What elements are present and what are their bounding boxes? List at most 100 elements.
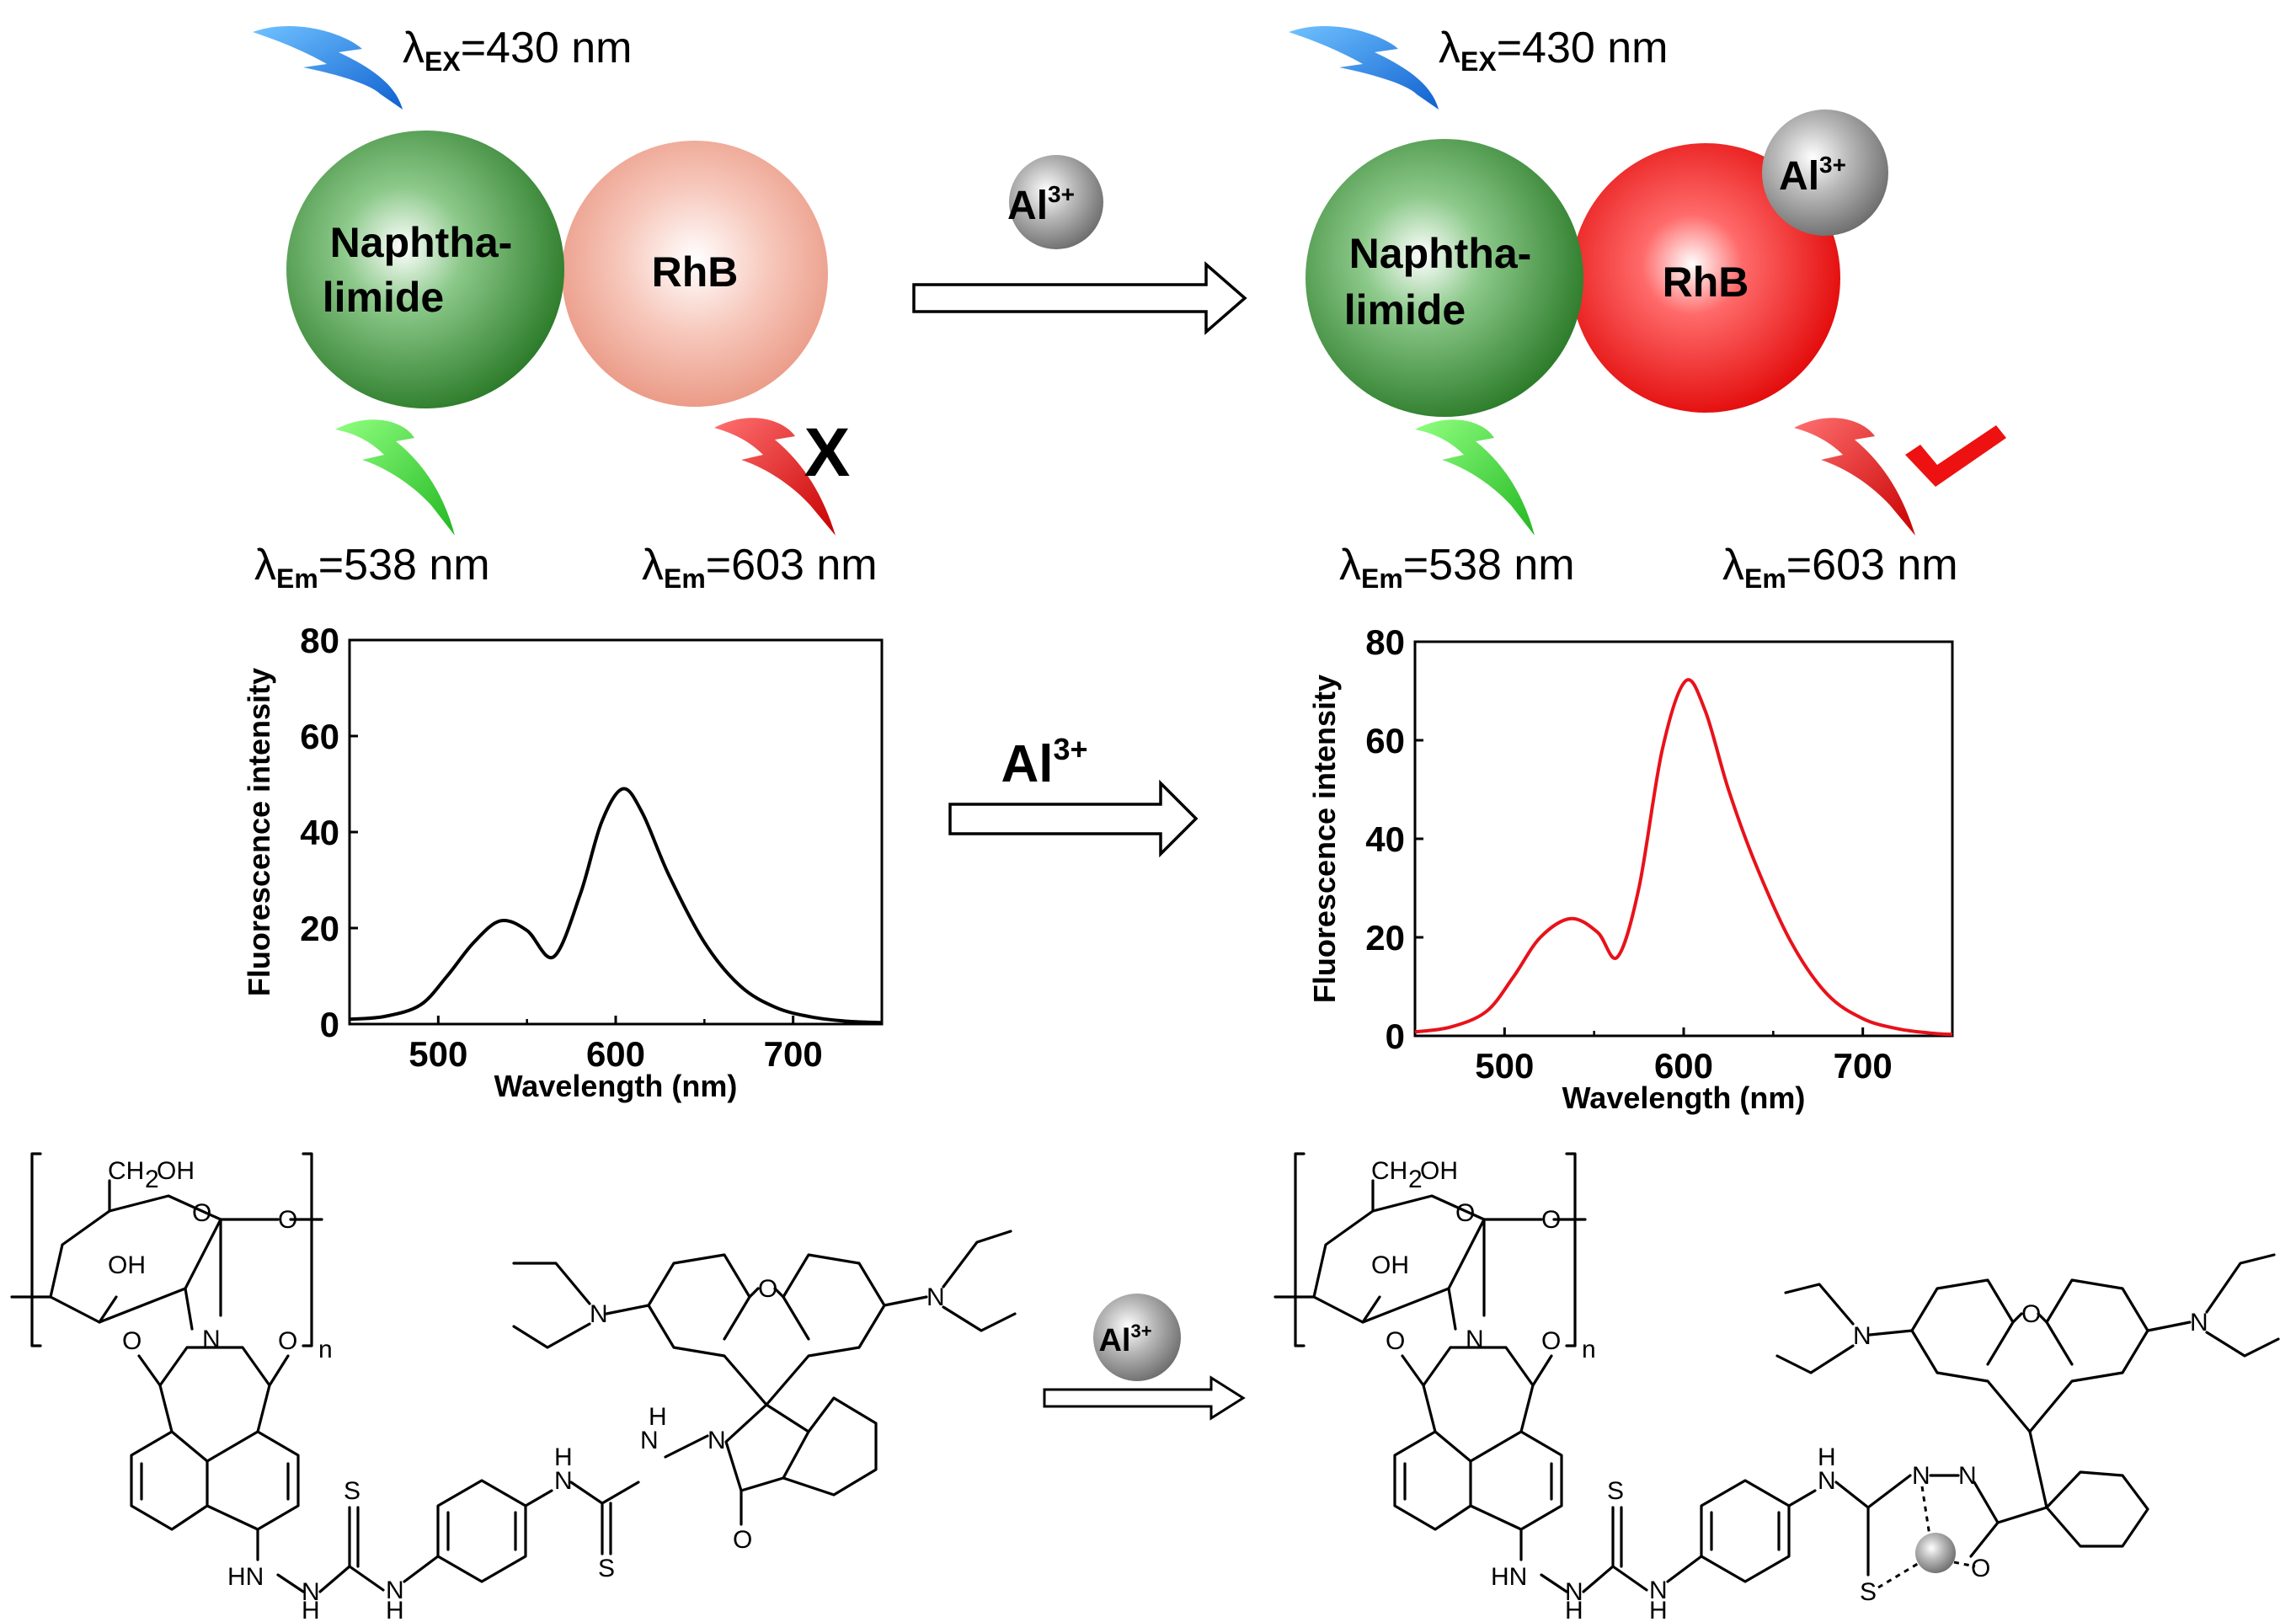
svg-text:O: O xyxy=(1541,1327,1561,1355)
svg-text:O: O xyxy=(122,1327,141,1355)
svg-text:N: N xyxy=(590,1300,608,1328)
excitation-label: λEX=430 nm xyxy=(403,24,633,77)
svg-text:N: N xyxy=(1912,1462,1930,1490)
svg-text:OH: OH xyxy=(157,1157,195,1185)
svg-text:H: H xyxy=(649,1403,667,1431)
excitation-lightning-icon xyxy=(253,25,403,109)
svg-text:O: O xyxy=(758,1275,777,1303)
spectrum-chart-before: 0 20 40 60 80 500 600 700 Wavelength (nm) Fluores… xyxy=(242,621,884,1103)
middle-reaction-arrow: Al3+ xyxy=(948,732,1199,858)
bound-al-ion-label: Al3+ xyxy=(1779,152,1846,199)
middle-hollow-arrow-icon xyxy=(948,779,1199,858)
green-emission-lightning-icon xyxy=(335,419,455,536)
green-emission-lightning-icon-right xyxy=(1415,419,1535,536)
red-emission-lightning-icon-right xyxy=(1794,418,1915,536)
svg-text:O: O xyxy=(278,1327,297,1355)
bottom-al-ion-label: Al3+ xyxy=(1098,1321,1151,1358)
svg-text:N: N xyxy=(1958,1462,1977,1490)
svg-text:H: H xyxy=(1565,1597,1583,1622)
y-tick-label: 40 xyxy=(1365,819,1405,859)
spectrum-line xyxy=(349,787,883,1025)
y-axis-label: Fluorescence intensity xyxy=(242,668,276,996)
svg-text:O: O xyxy=(1455,1199,1475,1227)
rhb-sphere xyxy=(562,141,828,407)
bottom-reaction-arrow: Al3+ xyxy=(1043,1294,1246,1421)
svg-text:S: S xyxy=(344,1477,360,1505)
svg-text:n: n xyxy=(1582,1336,1596,1363)
svg-text:H: H xyxy=(386,1597,404,1622)
y-axis-label: Fluorescence intensity xyxy=(1307,675,1342,1003)
svg-text:O: O xyxy=(1971,1555,1990,1582)
excitation-lightning-icon-right xyxy=(1289,25,1439,109)
svg-text:O: O xyxy=(278,1206,297,1234)
svg-text:N: N xyxy=(202,1326,221,1353)
middle-al-label: Al3+ xyxy=(1001,732,1087,793)
x-tick-label: 600 xyxy=(1654,1046,1713,1086)
right-molecule-structure: CH 2 OH O O OH N O O n HN N H S N H N H … xyxy=(1273,1152,2280,1622)
svg-text:HN: HN xyxy=(227,1563,264,1591)
al-ion-label: Al3+ xyxy=(1007,181,1075,228)
naphthalimide-label-line1: Naphtha- xyxy=(330,219,513,266)
svg-text:OH: OH xyxy=(108,1251,146,1279)
quenched-x-mark: X xyxy=(804,414,851,491)
svg-text:O: O xyxy=(1386,1327,1405,1355)
y-tick-label: 60 xyxy=(300,717,339,756)
top-left-state: λEX=430 nm Naphtha- limide RhB X λEm=538… xyxy=(253,24,878,594)
bound-al-ion-sphere xyxy=(1762,109,1888,236)
spectrum-chart-after: 0 20 40 60 80 500 600 700 Wavelength (nm) Fluores… xyxy=(1307,622,1954,1115)
naphthalimide-label-right-line1: Naphtha- xyxy=(1349,230,1532,277)
top-reaction-arrow: Al3+ xyxy=(912,155,1247,335)
naphthalimide-sphere-right xyxy=(1306,139,1583,417)
svg-text:2: 2 xyxy=(145,1166,159,1193)
svg-text:OH: OH xyxy=(1371,1251,1409,1279)
plot-frame xyxy=(1413,640,1954,1038)
hollow-arrow-icon xyxy=(912,261,1247,335)
svg-text:N: N xyxy=(926,1283,945,1311)
svg-text:N: N xyxy=(1818,1467,1836,1495)
svg-text:HN: HN xyxy=(1491,1563,1527,1591)
naphthalimide-label-line2: limide xyxy=(323,274,444,321)
svg-text:N: N xyxy=(554,1467,573,1495)
x-tick-label: 600 xyxy=(586,1034,645,1074)
svg-text:CH: CH xyxy=(108,1157,144,1185)
left-molecule-structure: CH 2 OH O O OH N O O n HN N H S N H N H … xyxy=(10,1152,1017,1622)
y-tick-label: 0 xyxy=(1386,1016,1405,1056)
top-right-state: λEX=430 nm Naphtha- limide RhB Al3+ λEm=… xyxy=(1289,24,2006,594)
red-emission-lightning-icon xyxy=(714,418,836,536)
svg-text:O: O xyxy=(1541,1206,1561,1234)
rhb-label-active: RhB xyxy=(1663,259,1749,306)
svg-text:N: N xyxy=(2190,1309,2208,1337)
y-tick-label: 20 xyxy=(1365,918,1405,958)
svg-text:N: N xyxy=(1565,1578,1583,1606)
svg-text:N: N xyxy=(707,1427,726,1454)
al-ion-sphere xyxy=(1009,155,1103,249)
svg-text:N: N xyxy=(386,1577,404,1604)
red-emission-label-right: λEm=603 nm xyxy=(1722,541,1958,594)
bottom-al-ion-sphere xyxy=(1093,1294,1181,1381)
x-axis-label: Wavelength (nm) xyxy=(1562,1080,1806,1115)
naphthalimide-label-right-line2: limide xyxy=(1344,286,1466,333)
green-emission-label-right: λEm=538 nm xyxy=(1339,541,1575,594)
svg-text:N: N xyxy=(1466,1326,1484,1353)
svg-text:N: N xyxy=(302,1578,320,1606)
x-tick-label: 700 xyxy=(764,1034,823,1074)
svg-text:O: O xyxy=(2021,1300,2041,1328)
y-tick-label: 80 xyxy=(300,621,339,660)
svg-text:n: n xyxy=(318,1336,333,1363)
y-tick-label: 40 xyxy=(300,813,339,852)
check-mark-icon xyxy=(1905,425,2006,487)
svg-text:N: N xyxy=(1853,1322,1872,1350)
plot-frame xyxy=(348,638,884,1026)
y-tick-label: 60 xyxy=(1365,721,1405,760)
svg-text:S: S xyxy=(1607,1477,1624,1505)
green-emission-label: λEm=538 nm xyxy=(254,541,490,594)
rhb-label: RhB xyxy=(652,248,739,296)
svg-text:H: H xyxy=(1818,1443,1836,1471)
naphthalimide-sphere xyxy=(286,131,564,408)
svg-text:H: H xyxy=(554,1443,573,1471)
excitation-label-right: λEX=430 nm xyxy=(1439,24,1669,77)
y-tick-label: 80 xyxy=(1365,622,1405,662)
x-tick-label: 500 xyxy=(1475,1046,1534,1086)
svg-text:S: S xyxy=(598,1555,615,1582)
